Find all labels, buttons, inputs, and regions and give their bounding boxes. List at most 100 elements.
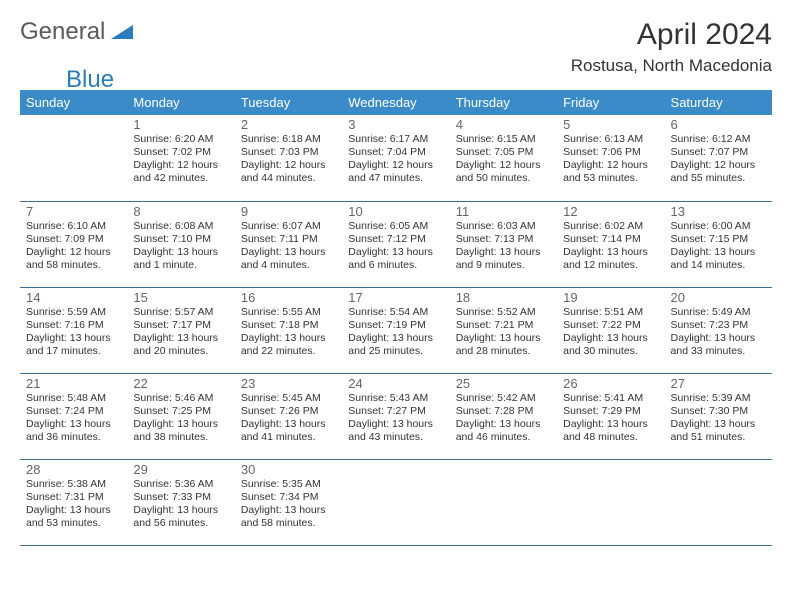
logo-triangle-icon <box>111 21 133 44</box>
location-text: Rostusa, North Macedonia <box>571 56 772 76</box>
sunrise-text: Sunrise: 5:35 AM <box>241 478 336 491</box>
sunrise-text: Sunrise: 5:45 AM <box>241 392 336 405</box>
calendar-empty-cell <box>665 459 772 545</box>
daylight-text: Daylight: 13 hours <box>241 418 336 431</box>
calendar-empty-cell <box>450 459 557 545</box>
day-number: 22 <box>133 376 228 391</box>
daylight-text: and 46 minutes. <box>456 431 551 444</box>
sunrise-text: Sunrise: 5:36 AM <box>133 478 228 491</box>
day-number: 16 <box>241 290 336 305</box>
day-number: 13 <box>671 204 766 219</box>
daylight-text: and 20 minutes. <box>133 345 228 358</box>
day-number: 3 <box>348 117 443 132</box>
daylight-text: Daylight: 13 hours <box>241 246 336 259</box>
day-number: 12 <box>563 204 658 219</box>
sunrise-text: Sunrise: 6:17 AM <box>348 133 443 146</box>
calendar-week-row: 21Sunrise: 5:48 AMSunset: 7:24 PMDayligh… <box>20 373 772 459</box>
daylight-text: Daylight: 13 hours <box>671 418 766 431</box>
sunrise-text: Sunrise: 6:02 AM <box>563 220 658 233</box>
calendar-day-cell: 8Sunrise: 6:08 AMSunset: 7:10 PMDaylight… <box>127 201 234 287</box>
daylight-text: Daylight: 12 hours <box>241 159 336 172</box>
sunset-text: Sunset: 7:14 PM <box>563 233 658 246</box>
sunset-text: Sunset: 7:13 PM <box>456 233 551 246</box>
daylight-text: Daylight: 13 hours <box>671 246 766 259</box>
calendar-day-cell: 16Sunrise: 5:55 AMSunset: 7:18 PMDayligh… <box>235 287 342 373</box>
daylight-text: and 50 minutes. <box>456 172 551 185</box>
day-number: 7 <box>26 204 121 219</box>
sunset-text: Sunset: 7:30 PM <box>671 405 766 418</box>
sunrise-text: Sunrise: 5:49 AM <box>671 306 766 319</box>
calendar-day-cell: 3Sunrise: 6:17 AMSunset: 7:04 PMDaylight… <box>342 115 449 201</box>
sunrise-text: Sunrise: 5:46 AM <box>133 392 228 405</box>
sunrise-text: Sunrise: 6:07 AM <box>241 220 336 233</box>
day-number: 28 <box>26 462 121 477</box>
sunset-text: Sunset: 7:11 PM <box>241 233 336 246</box>
calendar-day-cell: 6Sunrise: 6:12 AMSunset: 7:07 PMDaylight… <box>665 115 772 201</box>
sunset-text: Sunset: 7:18 PM <box>241 319 336 332</box>
sunset-text: Sunset: 7:06 PM <box>563 146 658 159</box>
calendar-empty-cell <box>557 459 664 545</box>
day-number: 4 <box>456 117 551 132</box>
daylight-text: and 38 minutes. <box>133 431 228 444</box>
daylight-text: Daylight: 12 hours <box>563 159 658 172</box>
calendar-day-cell: 17Sunrise: 5:54 AMSunset: 7:19 PMDayligh… <box>342 287 449 373</box>
day-number: 27 <box>671 376 766 391</box>
day-number: 20 <box>671 290 766 305</box>
day-number: 25 <box>456 376 551 391</box>
sunrise-text: Sunrise: 5:57 AM <box>133 306 228 319</box>
daylight-text: and 48 minutes. <box>563 431 658 444</box>
sunrise-text: Sunrise: 5:48 AM <box>26 392 121 405</box>
daylight-text: Daylight: 12 hours <box>133 159 228 172</box>
sunrise-text: Sunrise: 6:03 AM <box>456 220 551 233</box>
daylight-text: and 43 minutes. <box>348 431 443 444</box>
daylight-text: and 12 minutes. <box>563 259 658 272</box>
page-title: April 2024 <box>571 18 772 52</box>
calendar-day-cell: 29Sunrise: 5:36 AMSunset: 7:33 PMDayligh… <box>127 459 234 545</box>
sunset-text: Sunset: 7:34 PM <box>241 491 336 504</box>
sunset-text: Sunset: 7:04 PM <box>348 146 443 159</box>
daylight-text: Daylight: 13 hours <box>133 504 228 517</box>
sunset-text: Sunset: 7:21 PM <box>456 319 551 332</box>
calendar-week-row: 1Sunrise: 6:20 AMSunset: 7:02 PMDaylight… <box>20 115 772 201</box>
day-number: 21 <box>26 376 121 391</box>
daylight-text: Daylight: 13 hours <box>563 418 658 431</box>
weekday-header: Monday <box>127 90 234 115</box>
sunset-text: Sunset: 7:16 PM <box>26 319 121 332</box>
calendar-day-cell: 7Sunrise: 6:10 AMSunset: 7:09 PMDaylight… <box>20 201 127 287</box>
daylight-text: and 25 minutes. <box>348 345 443 358</box>
daylight-text: and 36 minutes. <box>26 431 121 444</box>
calendar-day-cell: 26Sunrise: 5:41 AMSunset: 7:29 PMDayligh… <box>557 373 664 459</box>
sunrise-text: Sunrise: 5:41 AM <box>563 392 658 405</box>
title-block: April 2024 Rostusa, North Macedonia <box>571 18 772 76</box>
sunrise-text: Sunrise: 6:08 AM <box>133 220 228 233</box>
sunset-text: Sunset: 7:28 PM <box>456 405 551 418</box>
daylight-text: and 58 minutes. <box>241 517 336 530</box>
daylight-text: Daylight: 13 hours <box>26 504 121 517</box>
daylight-text: and 44 minutes. <box>241 172 336 185</box>
day-number: 1 <box>133 117 228 132</box>
sunset-text: Sunset: 7:03 PM <box>241 146 336 159</box>
daylight-text: and 14 minutes. <box>671 259 766 272</box>
day-number: 10 <box>348 204 443 219</box>
calendar-week-row: 7Sunrise: 6:10 AMSunset: 7:09 PMDaylight… <box>20 201 772 287</box>
sunset-text: Sunset: 7:23 PM <box>671 319 766 332</box>
daylight-text: and 51 minutes. <box>671 431 766 444</box>
day-number: 19 <box>563 290 658 305</box>
sunset-text: Sunset: 7:17 PM <box>133 319 228 332</box>
calendar-day-cell: 24Sunrise: 5:43 AMSunset: 7:27 PMDayligh… <box>342 373 449 459</box>
daylight-text: and 58 minutes. <box>26 259 121 272</box>
sunset-text: Sunset: 7:19 PM <box>348 319 443 332</box>
daylight-text: and 42 minutes. <box>133 172 228 185</box>
daylight-text: Daylight: 13 hours <box>241 504 336 517</box>
daylight-text: and 55 minutes. <box>671 172 766 185</box>
calendar-day-cell: 20Sunrise: 5:49 AMSunset: 7:23 PMDayligh… <box>665 287 772 373</box>
weekday-header: Wednesday <box>342 90 449 115</box>
daylight-text: and 6 minutes. <box>348 259 443 272</box>
sunset-text: Sunset: 7:27 PM <box>348 405 443 418</box>
calendar-day-cell: 11Sunrise: 6:03 AMSunset: 7:13 PMDayligh… <box>450 201 557 287</box>
calendar-day-cell: 2Sunrise: 6:18 AMSunset: 7:03 PMDaylight… <box>235 115 342 201</box>
calendar-day-cell: 9Sunrise: 6:07 AMSunset: 7:11 PMDaylight… <box>235 201 342 287</box>
calendar-day-cell: 28Sunrise: 5:38 AMSunset: 7:31 PMDayligh… <box>20 459 127 545</box>
daylight-text: Daylight: 13 hours <box>456 418 551 431</box>
sunset-text: Sunset: 7:22 PM <box>563 319 658 332</box>
